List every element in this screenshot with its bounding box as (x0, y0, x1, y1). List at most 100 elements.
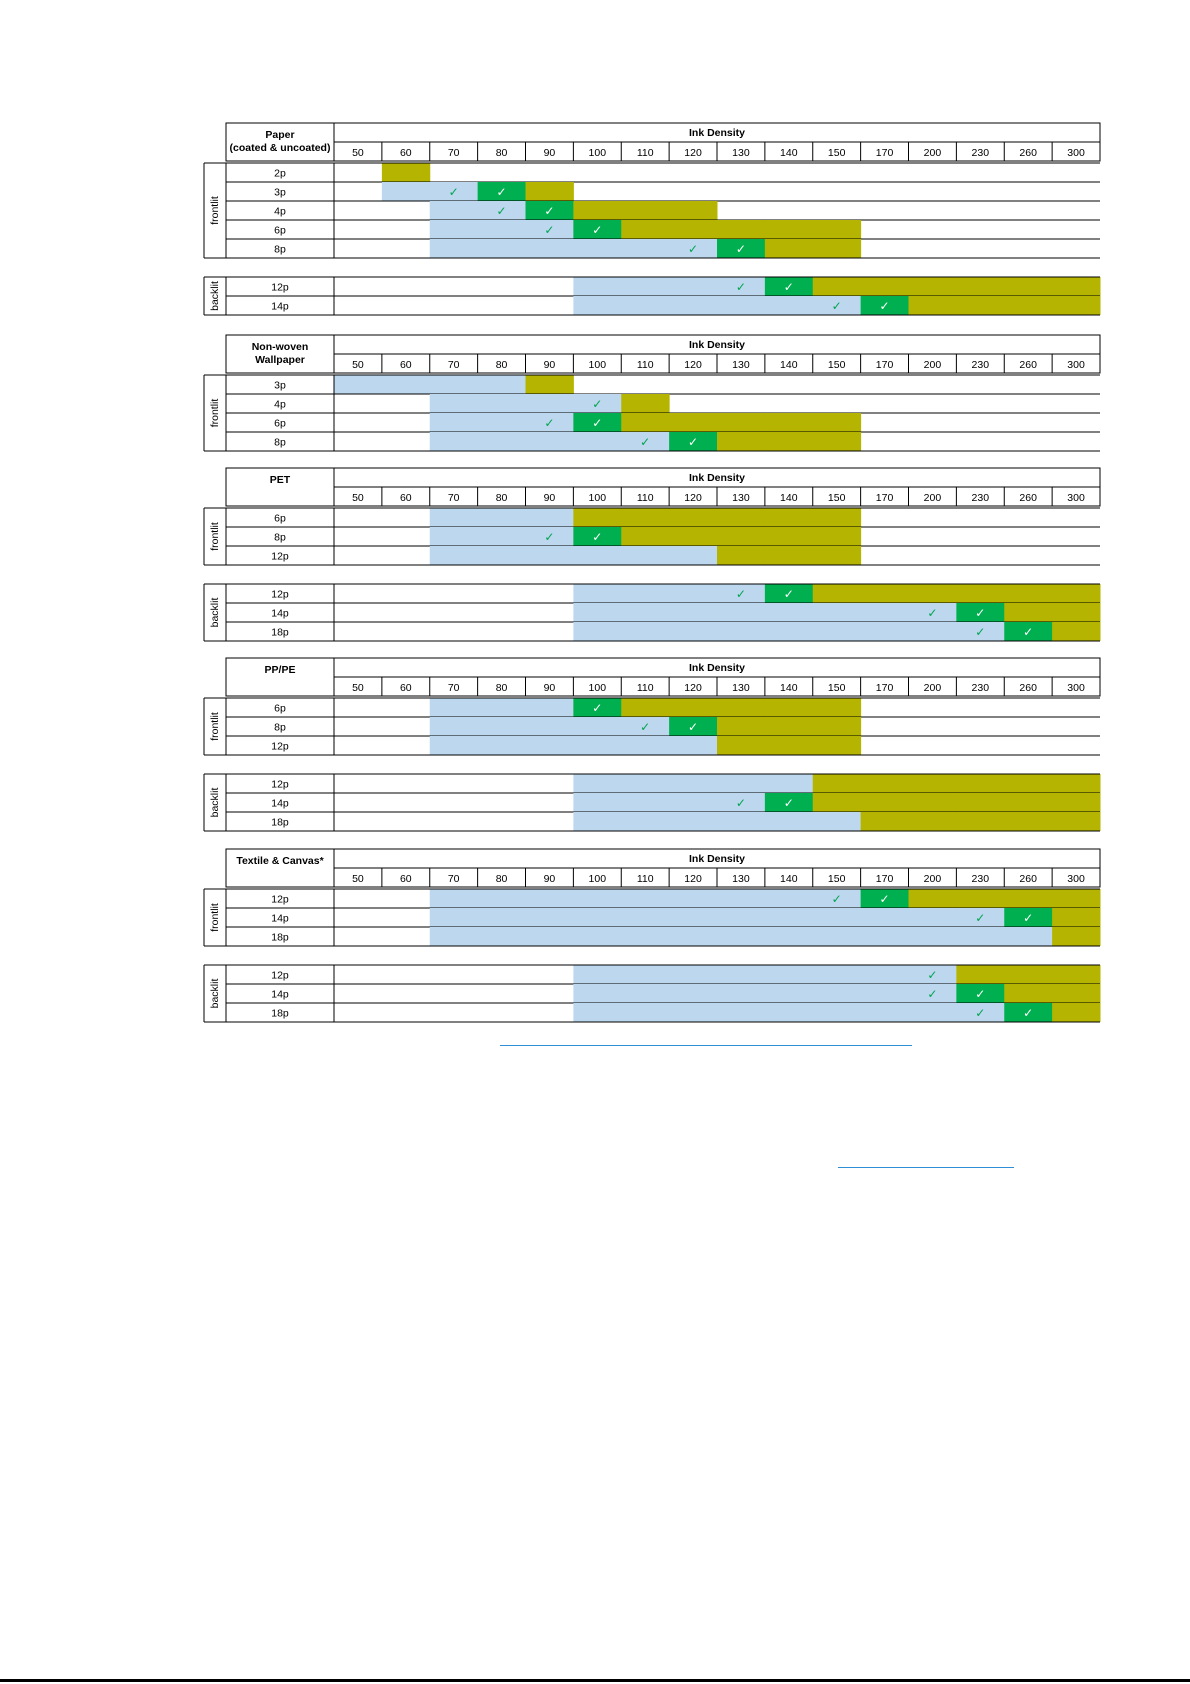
column-header: 80 (496, 147, 508, 159)
column-header: 230 (972, 873, 990, 885)
density-cell-150 (812, 984, 862, 1003)
density-cell-100 (573, 622, 622, 641)
column-header: 140 (780, 492, 798, 504)
density-cell-170 (860, 965, 909, 984)
row-label: 3p (274, 380, 286, 392)
density-cell-100 (573, 698, 622, 717)
density-cell-90 (525, 927, 574, 946)
check-icon: ✓ (927, 606, 937, 620)
density-cell-150 (812, 220, 862, 239)
column-header: 50 (352, 359, 364, 371)
density-cell-150 (812, 717, 862, 736)
row-label: 4p (274, 399, 286, 411)
density-cell-70 (429, 182, 479, 201)
density-cell-300 (1052, 622, 1101, 641)
group-label-backlit: backlit (209, 281, 221, 311)
column-header: 100 (589, 873, 607, 885)
row-label: 8p (274, 437, 286, 449)
density-cell-170 (860, 622, 909, 641)
column-header: 300 (1067, 682, 1085, 694)
density-cell-80 (477, 546, 526, 565)
density-cell-80 (477, 889, 526, 908)
column-header: 70 (448, 147, 460, 159)
density-cell-90 (525, 394, 574, 413)
density-cell-230 (956, 812, 1005, 831)
density-cell-150 (812, 508, 862, 527)
density-cell-300 (1052, 774, 1101, 793)
section-title: Non-woven (252, 341, 309, 353)
density-cell-80 (477, 908, 526, 927)
density-cell-130 (717, 908, 766, 927)
density-cell-90 (525, 908, 574, 927)
density-cell-120 (669, 812, 718, 831)
hyperlink-underline[interactable] (500, 1045, 912, 1046)
density-cell-120 (669, 889, 718, 908)
density-cell-110 (621, 239, 670, 258)
column-header: 100 (589, 147, 607, 159)
density-cell-50 (334, 375, 383, 394)
group-label-frontlit: frontlit (209, 399, 221, 428)
density-cell-130 (717, 603, 766, 622)
density-cell-260 (1004, 603, 1053, 622)
density-cell-130 (717, 698, 766, 717)
density-cell-200 (908, 812, 957, 831)
density-cell-90 (525, 889, 574, 908)
column-header: 70 (448, 682, 460, 694)
density-cell-170 (860, 927, 909, 946)
group-label-backlit: backlit (209, 979, 221, 1009)
density-cell-110 (621, 527, 670, 546)
column-header: 100 (589, 682, 607, 694)
check-icon: ✓ (592, 701, 602, 715)
density-cell-150 (812, 1003, 862, 1022)
density-cell-110 (621, 394, 670, 413)
row-label: 8p (274, 722, 286, 734)
column-header: 60 (400, 682, 412, 694)
density-cell-120 (669, 584, 718, 603)
density-cell-140 (764, 432, 814, 451)
density-cell-130 (717, 965, 766, 984)
column-header: 130 (732, 147, 750, 159)
density-cell-170 (860, 1003, 909, 1022)
density-cell-100 (573, 603, 622, 622)
density-cell-130 (717, 527, 766, 546)
row-label: 8p (274, 532, 286, 544)
column-header: 120 (684, 682, 702, 694)
check-icon: ✓ (497, 185, 507, 199)
row-label: 18p (271, 932, 289, 944)
density-cell-150 (812, 527, 862, 546)
density-cell-260 (1004, 889, 1053, 908)
density-cell-150 (812, 584, 862, 603)
density-cell-110 (621, 927, 670, 946)
density-cell-260 (1004, 296, 1053, 315)
density-cell-120 (669, 546, 718, 565)
density-cell-300 (1052, 1003, 1101, 1022)
density-cell-300 (1052, 584, 1101, 603)
density-cell-140 (764, 698, 814, 717)
density-cell-140 (764, 908, 814, 927)
check-icon: ✓ (736, 587, 746, 601)
density-cell-140 (764, 584, 814, 603)
density-cell-120 (669, 413, 718, 432)
hyperlink-underline-short[interactable] (838, 1167, 1014, 1168)
column-header: 140 (780, 359, 798, 371)
density-cell-130 (717, 296, 766, 315)
density-cell-130 (717, 508, 766, 527)
check-icon: ✓ (1023, 625, 1033, 639)
check-icon: ✓ (832, 892, 842, 906)
section-title: PP/PE (265, 664, 296, 676)
group-label-frontlit: frontlit (209, 903, 221, 932)
column-header: 260 (1019, 682, 1037, 694)
density-cell-100 (573, 774, 622, 793)
density-cell-70 (429, 239, 479, 258)
density-cell-170 (860, 277, 909, 296)
density-cell-300 (1052, 603, 1101, 622)
check-icon: ✓ (784, 587, 794, 601)
density-cell-230 (956, 603, 1005, 622)
column-header: 90 (544, 359, 556, 371)
density-cell-170 (860, 984, 909, 1003)
column-header: 100 (589, 492, 607, 504)
density-cell-100 (573, 277, 622, 296)
density-cell-260 (1004, 584, 1053, 603)
density-cell-130 (717, 413, 766, 432)
check-icon: ✓ (544, 204, 554, 218)
